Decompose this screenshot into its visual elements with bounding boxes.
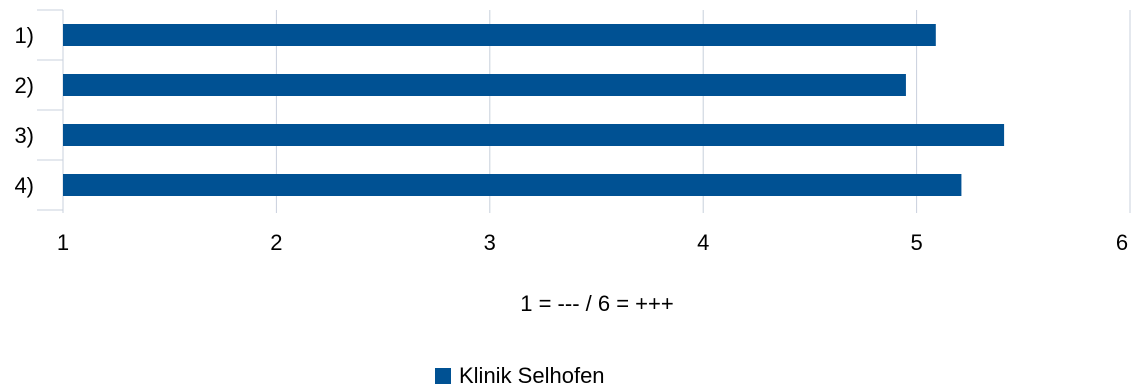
bar [63,174,962,196]
category-label: 3) [14,123,34,148]
x-tick-label: 6 [1116,230,1128,255]
bar [63,24,936,46]
category-label: 2) [14,73,34,98]
x-tick-label: 5 [910,230,922,255]
x-tick-label: 3 [484,230,496,255]
x-axis-title: 1 = --- / 6 = +++ [520,291,673,316]
bars [63,24,1005,196]
x-tick-label: 4 [697,230,709,255]
x-tick-label: 1 [57,230,69,255]
legend: Klinik Selhofen [435,363,605,387]
x-tick-labels: 1 2 3 4 5 6 [57,230,1128,255]
category-label: 1) [14,23,34,48]
legend-label: Klinik Selhofen [459,363,605,387]
category-label: 4) [14,173,34,198]
category-axis [37,9,64,213]
bar [63,74,906,96]
category-labels: 1) 2) 3) 4) [14,23,34,198]
legend-swatch [435,368,451,384]
x-tick-label: 2 [270,230,282,255]
bar [63,124,1005,146]
